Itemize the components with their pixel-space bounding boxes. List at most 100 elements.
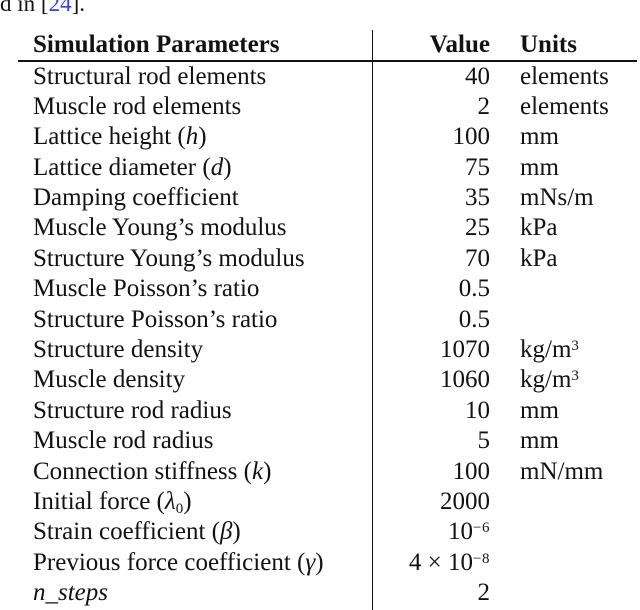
param-text: Connection stiffness ( [33, 457, 252, 485]
value-base: 100 [452, 123, 491, 151]
param-value: 1070 [372, 335, 490, 365]
param-label: Structure Poisson’s ratio [18, 305, 372, 335]
col-header-parameters: Simulation Parameters [33, 30, 280, 58]
table-row: Muscle Poisson’s ratio 0.5 [18, 274, 637, 304]
param-label: Muscle Poisson’s ratio [18, 274, 372, 304]
param-value: 2000 [372, 487, 490, 517]
param-text: Muscle Young’s modulus [33, 214, 287, 242]
param-text: Damping coefficient [33, 184, 239, 212]
value-exponent: −6 [473, 520, 490, 537]
table-row: Muscle Young’s modulus 25 kPa [18, 213, 637, 243]
table-row: Muscle rod radius 5 mm [18, 426, 637, 456]
param-units: kg/m3 [520, 335, 637, 365]
param-value: 2 [372, 578, 491, 608]
param-text: Structure Young’s modulus [33, 244, 305, 272]
param-value: 100 [372, 457, 491, 487]
simulation-parameters-table: Simulation Parameters Value Units Struct… [18, 30, 637, 609]
table-row: Structure Young’s modulus 70 kPa [18, 244, 637, 274]
param-label: Strain coefficient (β) [18, 517, 372, 547]
param-text: Muscle density [33, 366, 186, 394]
units-text: kg/m [520, 366, 572, 394]
param-math-symbol: h [185, 123, 199, 151]
param-text: Muscle Poisson’s ratio [33, 275, 260, 303]
table-row: Lattice height (h) 100 mm [18, 122, 637, 152]
param-close: ) [198, 123, 207, 151]
param-text: Muscle rod radius [33, 427, 214, 455]
param-units: mm [520, 396, 637, 426]
param-text: Lattice height ( [33, 123, 186, 151]
table-row: Structure rod radius 10 mm [18, 396, 637, 426]
units-text: mm [520, 427, 559, 455]
table-row: Initial force (λ0) 2000 [18, 487, 637, 517]
col-header-units: Units [520, 30, 577, 58]
units-text: kPa [520, 244, 558, 272]
param-text: Previous force coefficient ( [33, 548, 306, 576]
value-base: 75 [465, 153, 490, 181]
value-base: 2 [477, 579, 491, 607]
param-units: elements [520, 62, 637, 92]
param-math-symbol: k [251, 457, 264, 485]
table-row: Muscle density 1060 kg/m3 [18, 365, 637, 395]
value-base: 0.5 [458, 275, 490, 303]
intro-suffix: ]. [71, 0, 85, 16]
param-units: elements [520, 92, 637, 122]
param-units: kPa [520, 213, 637, 243]
param-units: kPa [520, 244, 637, 274]
param-text: Muscle rod elements [33, 92, 242, 120]
table-row: Muscle rod elements 2 elements [18, 92, 637, 122]
value-base: 4 × 10 [408, 548, 474, 576]
param-text: Strain coefficient ( [33, 518, 220, 546]
param-value: 35 [372, 183, 490, 213]
param-value: 5 [372, 426, 491, 456]
param-units: mNs/m [520, 183, 637, 213]
table-row: Structure density 1070 kg/m3 [18, 335, 637, 365]
param-units: mN/mm [520, 457, 637, 487]
col-header-value: Value [429, 30, 490, 58]
param-label: Previous force coefficient (γ) [18, 548, 372, 578]
param-close: ) [263, 457, 272, 485]
units-exponent: 3 [571, 338, 580, 355]
table-row: Connection stiffness (k) 100 mN/mm [18, 457, 637, 487]
param-text: Lattice diameter ( [33, 153, 211, 181]
value-base: 100 [452, 457, 491, 485]
param-label: Structure Young’s modulus [18, 244, 372, 274]
table-row: Damping coefficient 35 mNs/m [18, 183, 637, 213]
table-row: Strain coefficient (β) 10−6 [18, 517, 637, 547]
units-text: elements [520, 62, 609, 90]
table-row: Lattice diameter (d) 75 mm [18, 153, 637, 183]
param-text: Structure Poisson’s ratio [33, 305, 278, 333]
value-base: 10 [465, 396, 490, 424]
param-close: ) [223, 153, 232, 181]
param-label: n_steps [18, 578, 372, 608]
param-value: 40 [372, 62, 490, 92]
param-text: n_steps [33, 579, 108, 607]
table-row: Structural rod elements 40 elements [18, 62, 637, 92]
param-text: Structure density [33, 336, 204, 364]
column-divider-rule [371, 30, 374, 610]
citation-link[interactable]: 24 [48, 0, 72, 16]
param-math-symbol: λ [164, 487, 176, 515]
param-label: Muscle Young’s modulus [18, 213, 372, 243]
value-base: 2000 [440, 487, 490, 515]
param-label: Muscle rod radius [18, 426, 372, 456]
param-label: Lattice diameter (d) [18, 153, 372, 183]
param-text: Structural rod elements [33, 62, 267, 90]
value-base: 1070 [440, 336, 490, 364]
param-subscript: 0 [175, 500, 184, 517]
param-value: 4 × 10−8 [372, 548, 490, 578]
param-label: Damping coefficient [18, 183, 372, 213]
units-text: mN/mm [520, 457, 604, 485]
param-units: mm [520, 122, 637, 152]
param-label: Muscle rod elements [18, 92, 372, 122]
table-row: Structure Poisson’s ratio 0.5 [18, 305, 637, 335]
param-label: Lattice height (h) [18, 122, 372, 152]
param-label: Muscle density [18, 365, 372, 395]
param-value: 70 [372, 244, 490, 274]
param-units: mm [520, 153, 637, 183]
value-base: 0.5 [458, 305, 490, 333]
param-units: mm [520, 426, 637, 456]
param-math-symbol: d [210, 153, 224, 181]
value-base: 35 [465, 184, 490, 212]
value-base: 70 [465, 244, 490, 272]
units-text: kg/m [520, 336, 572, 364]
